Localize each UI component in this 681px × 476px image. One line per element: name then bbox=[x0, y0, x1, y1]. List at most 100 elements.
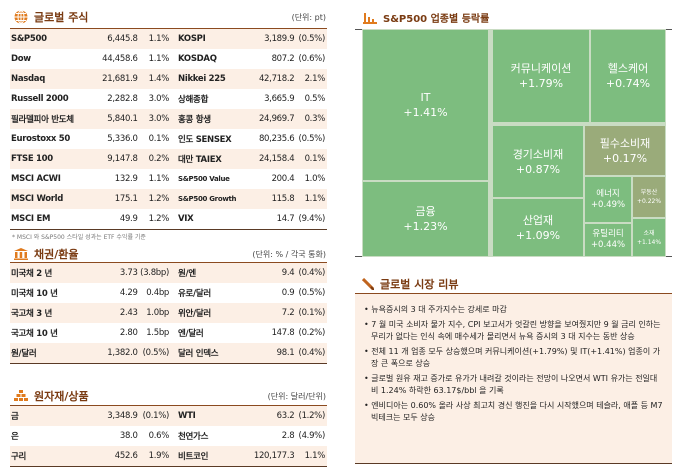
cell-value: 1,382.0 bbox=[107, 348, 138, 358]
cell-change-2: (0.2%) bbox=[298, 328, 326, 338]
stocks-table: S&P500 6,445.8 1.1% KOSPI 3,189.9 (0.5%) Dow 44… bbox=[10, 28, 327, 230]
cell-name-2: 인도 SENSEX bbox=[178, 135, 232, 145]
table-row: 미국채 10 년 4.29 0.4bp 유로/달러 0.9 (0.5%) bbox=[10, 283, 327, 303]
treemap-cell[interactable]: 소재 +1.14% bbox=[632, 218, 666, 257]
review-bullet: • 뉴욕증시의 3 대 주가지수는 강세로 마감 bbox=[363, 304, 664, 316]
cell-change-2: 2.1% bbox=[304, 74, 326, 84]
cell-change-2: (0.4%) bbox=[298, 348, 326, 358]
cell-name: 은 bbox=[11, 432, 19, 442]
treemap-cell[interactable]: 산업재 +1.09% bbox=[492, 198, 584, 257]
bullet-text: 7 월 미국 소비자 물가 지수, CPI 보고서가 엇갈린 방향을 보여줬지만… bbox=[371, 320, 661, 341]
sector-name: 금융 bbox=[415, 205, 436, 218]
sector-name: 부동산 bbox=[640, 189, 658, 196]
sector-change: +0.22% bbox=[636, 198, 662, 205]
cell-name: FTSE 100 bbox=[11, 154, 53, 164]
review-bullet: • 7 월 미국 소비자 물가 지수, CPI 보고서가 엇갈린 방향을 보여줬… bbox=[363, 319, 664, 343]
treemap: IT +1.41% 금융 +1.23% 커뮤니케이션 +1.79% 헬스케어 +0.74% 경기… bbox=[362, 29, 666, 257]
bar-chart-icon bbox=[363, 12, 377, 24]
cell-change-2: 1.1% bbox=[304, 194, 326, 204]
cell-value: 44,458.6 bbox=[102, 54, 138, 64]
treemap-cell[interactable]: IT +1.41% bbox=[362, 29, 489, 181]
sector-change: +1.14% bbox=[636, 238, 662, 246]
treemap-cell[interactable]: 커뮤니케이션 +1.79% bbox=[492, 29, 590, 123]
cell-change-2: 0.3% bbox=[304, 114, 326, 124]
bonds-table: 미국채 2 년 3.73 (3.8bp) 원/엔 9.4 (0.4%) 미국채 10 년 4.… bbox=[10, 262, 327, 364]
cell-value: 3.73 bbox=[119, 268, 138, 278]
treemap-cell[interactable]: 헬스케어 +0.74% bbox=[590, 29, 666, 123]
cell-change: 1.1% bbox=[148, 54, 170, 64]
cell-name: Eurostoxx 50 bbox=[11, 134, 71, 144]
treemap-cell[interactable]: 에너지 +0.49% bbox=[584, 176, 632, 223]
cell-name: Russell 2000 bbox=[11, 94, 69, 104]
cell-value: 2.43 bbox=[119, 308, 138, 318]
cell-name-2: 원/엔 bbox=[178, 269, 196, 279]
cell-name: Nasdaq bbox=[11, 74, 46, 84]
cell-name: 필라델피아 반도체 bbox=[11, 115, 74, 125]
cell-value: 38.0 bbox=[119, 431, 138, 441]
cell-change: 0.6% bbox=[148, 431, 170, 441]
cell-value-2: 200.4 bbox=[271, 174, 295, 184]
treemap-cell[interactable]: 필수소비재 +0.17% bbox=[584, 125, 666, 176]
cell-name-2: 유로/달러 bbox=[178, 289, 211, 299]
cell-change-2: (0.6%) bbox=[298, 54, 326, 64]
cell-change-2: 1.0% bbox=[304, 174, 326, 184]
cell-change: (3.8bp) bbox=[140, 268, 170, 278]
cell-value-2: 9.4 bbox=[281, 268, 295, 278]
cell-value: 5,336.0 bbox=[107, 134, 138, 144]
cell-name-2: KOSPI bbox=[178, 34, 206, 44]
bullet-marker: • bbox=[364, 320, 372, 329]
cell-change: 1.9% bbox=[148, 451, 170, 461]
treemap-cell[interactable]: 유틸리티 +0.44% bbox=[584, 223, 632, 257]
cell-name-2: S&P500 Value bbox=[178, 175, 230, 183]
cell-value-2: 63.2 bbox=[276, 411, 295, 421]
cell-name: 원/달러 bbox=[11, 349, 37, 359]
table-row: 금 3,348.9 (0.1%) WTI 63.2 (1.2%) bbox=[10, 406, 327, 426]
cell-value-2: 115.8 bbox=[271, 194, 295, 204]
cell-name-2: 엔/달러 bbox=[178, 329, 204, 339]
commodities-table: 금 3,348.9 (0.1%) WTI 63.2 (1.2%) 은 38.0 0.6% 천연가스… bbox=[10, 405, 327, 467]
table-row: 필라델피아 반도체 5,840.1 3.0% 홍콩 항생 24,969.7 0.3% bbox=[10, 109, 327, 129]
cell-change-2: (0.4%) bbox=[298, 268, 326, 278]
sector-name: 에너지 bbox=[596, 188, 620, 199]
cell-change: 0.1% bbox=[148, 134, 170, 144]
cell-name-2: 비트코인 bbox=[178, 452, 209, 462]
table-row: S&P500 6,445.8 1.1% KOSPI 3,189.9 (0.5%) bbox=[10, 29, 327, 49]
bank-icon bbox=[14, 248, 28, 260]
bullet-marker: • bbox=[364, 374, 372, 383]
table-row: 원/달러 1,382.0 (0.5%) 달러 인덱스 98.1 (0.4%) bbox=[10, 343, 327, 363]
table-row: FTSE 100 9,147.8 0.2% 대만 TAIEX 24,158.4 0.1% bbox=[10, 149, 327, 169]
unit-label: (단위: % / 각국 통화) bbox=[252, 250, 326, 259]
review-box: • 뉴욕증시의 3 대 주가지수는 강세로 마감 • 7 월 미국 소비자 물가 … bbox=[355, 293, 672, 464]
cell-change: 0.4bp bbox=[146, 288, 170, 298]
cell-change-2: (0.5%) bbox=[298, 134, 326, 144]
sector-change: +1.23% bbox=[403, 220, 448, 233]
table-row: Eurostoxx 50 5,336.0 0.1% 인도 SENSEX 80,235.6… bbox=[10, 129, 327, 149]
cell-name-2: KOSDAQ bbox=[178, 54, 217, 64]
cell-change-2: (0.5%) bbox=[298, 288, 326, 298]
treemap-cell[interactable]: 금융 +1.23% bbox=[362, 181, 489, 257]
cell-value: 452.6 bbox=[114, 451, 138, 461]
cell-name-2: 대만 TAIEX bbox=[178, 155, 222, 165]
cell-value-2: 147.8 bbox=[271, 328, 295, 338]
treemap-cell[interactable]: 부동산 +0.22% bbox=[632, 176, 666, 218]
cell-value-2: 42,718.2 bbox=[258, 74, 295, 84]
cell-change-2: (4.9%) bbox=[298, 431, 326, 441]
cell-name: 국고채 3 년 bbox=[11, 309, 53, 319]
cell-value: 49.9 bbox=[119, 214, 138, 224]
cell-name: MSCI World bbox=[11, 194, 64, 204]
cell-name-2: S&P500 Growth bbox=[178, 195, 237, 203]
sector-change: +0.87% bbox=[515, 162, 561, 176]
cell-value: 2.80 bbox=[119, 328, 138, 338]
treemap-cell[interactable]: 경기소비재 +0.87% bbox=[492, 125, 584, 198]
cell-name-2: Nikkei 225 bbox=[178, 74, 226, 84]
cell-name: 미국채 10 년 bbox=[11, 289, 58, 299]
cell-name: 국고채 10 년 bbox=[11, 329, 58, 339]
cell-change-2: 0.1% bbox=[304, 154, 326, 164]
cell-value: 5,840.1 bbox=[107, 114, 138, 124]
table-row: MSCI EM 49.9 1.2% VIX 14.7 (9.4%) bbox=[10, 209, 327, 229]
unit-label: (단위: 달러/단위) bbox=[267, 392, 326, 401]
bullet-text: 뉴욕증시의 3 대 주가지수는 강세로 마감 bbox=[371, 305, 507, 314]
cell-value-2: 24,969.7 bbox=[258, 114, 295, 124]
cell-change-2: (9.4%) bbox=[298, 214, 326, 224]
cell-change-2: (1.2%) bbox=[298, 411, 326, 421]
